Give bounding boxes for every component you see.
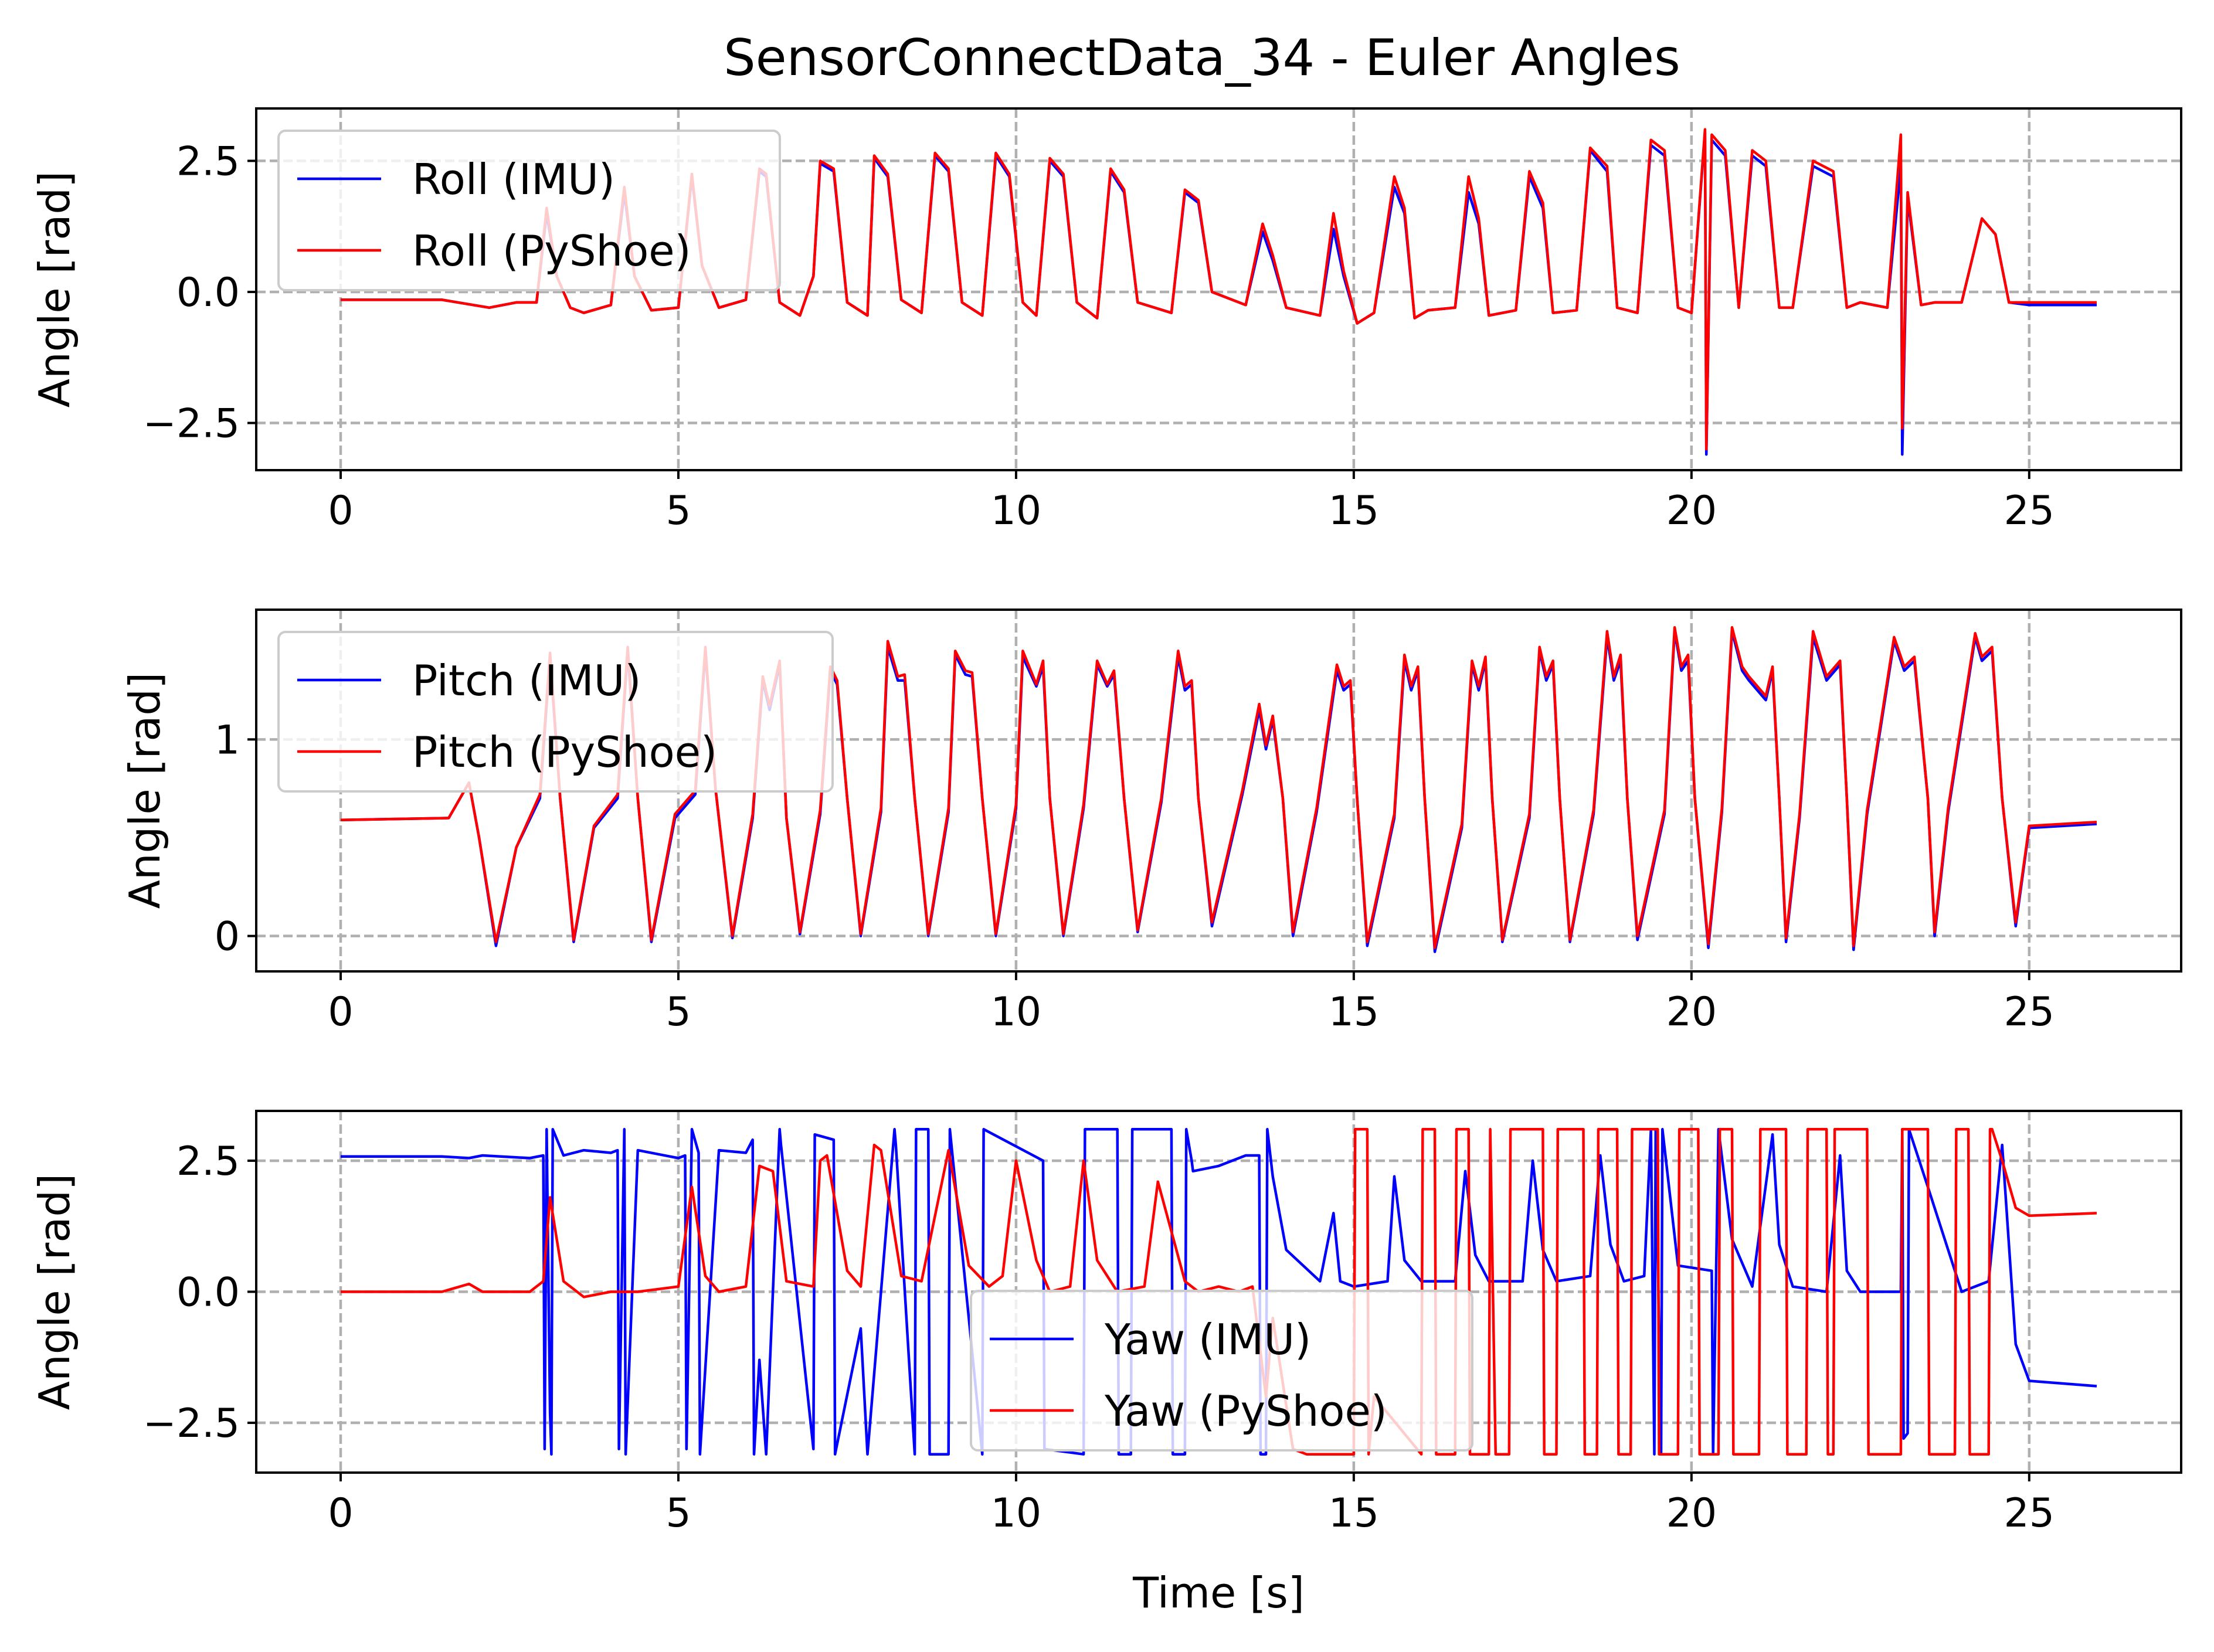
pitch-y-axis-label: Angle [rad] <box>120 672 169 909</box>
x-tick-label: 15 <box>1329 1490 1380 1537</box>
figure-title: SensorConnectData_34 - Euler Angles <box>724 29 1680 87</box>
y-tick-label: 0.0 <box>176 1270 240 1316</box>
roll-y-axis-label: Angle [rad] <box>30 171 79 407</box>
x-tick-label: 10 <box>991 1490 1042 1537</box>
x-tick-label: 20 <box>1666 989 1717 1035</box>
yaw-subplot: 0 5 10 15 20 25 −2.5 0.0 2.5 Angle [rad] Time [s] Y… <box>30 1110 2182 1617</box>
x-tick-label: 15 <box>1329 989 1380 1035</box>
y-tick-label: −2.5 <box>143 401 240 447</box>
x-tick-label: 25 <box>2004 488 2055 534</box>
roll-axes-frame <box>255 107 2182 471</box>
legend-entry-label: Yaw (PyShoe) <box>1104 1386 1387 1436</box>
y-tick-label: 1 <box>215 717 240 763</box>
legend-entry-label: Yaw (IMU) <box>1104 1315 1311 1364</box>
y-tick-label: 2.5 <box>176 1138 240 1185</box>
legend-entry-label: Roll (IMU) <box>412 155 615 204</box>
y-tick-label: 0.0 <box>176 270 240 316</box>
pitch-axes-frame <box>255 609 2182 973</box>
legend-entry-label: Pitch (IMU) <box>412 656 641 705</box>
x-tick-label: 0 <box>328 989 353 1035</box>
y-tick-label: −2.5 <box>143 1401 240 1447</box>
x-tick-label: 5 <box>665 989 691 1035</box>
roll-subplot: 0 5 10 15 20 25 −2.5 0.0 2.5 Angle [rad] Roll (IMU… <box>30 107 2182 534</box>
pitch-legend: Pitch (IMU) Pitch (PyShoe) <box>277 631 834 793</box>
x-tick-label: 0 <box>328 488 353 534</box>
x-tick-label: 25 <box>2004 989 2055 1035</box>
y-tick-label: 2.5 <box>176 138 240 185</box>
x-tick-label: 15 <box>1329 488 1380 534</box>
x-tick-label: 0 <box>328 1490 353 1537</box>
legend-entry-label: Pitch (PyShoe) <box>412 728 717 777</box>
legend-box <box>277 631 834 793</box>
roll-legend: Roll (IMU) Roll (PyShoe) <box>277 130 781 291</box>
y-tick-label: 0 <box>215 914 240 960</box>
x-tick-label: 10 <box>991 488 1042 534</box>
yaw-legend: Yaw (IMU) Yaw (PyShoe) <box>970 1290 1473 1452</box>
x-tick-label: 5 <box>665 488 691 534</box>
x-tick-label: 20 <box>1666 1490 1717 1537</box>
x-tick-label: 25 <box>2004 1490 2055 1537</box>
yaw-y-axis-label: Angle [rad] <box>30 1174 79 1410</box>
legend-entry-label: Roll (PyShoe) <box>412 226 691 276</box>
legend-box <box>970 1290 1473 1452</box>
x-tick-label: 20 <box>1666 488 1717 534</box>
legend-box <box>277 130 781 291</box>
x-tick-label: 10 <box>991 989 1042 1035</box>
x-tick-label: 5 <box>665 1490 691 1537</box>
x-axis-label: Time [s] <box>1132 1568 1305 1617</box>
yaw-series-line-imu <box>341 1128 2097 1456</box>
